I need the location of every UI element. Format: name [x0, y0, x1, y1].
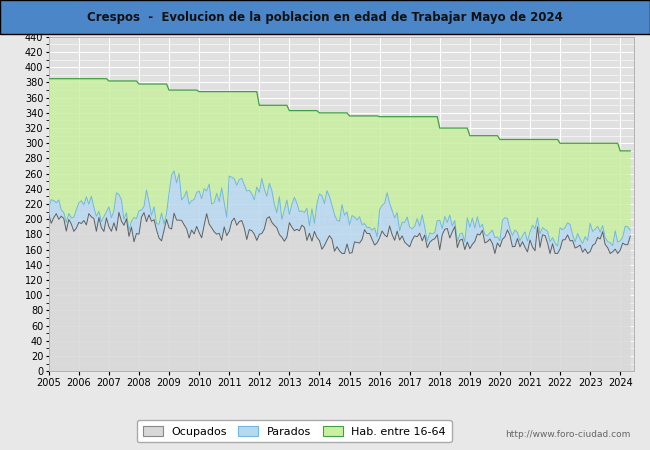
Text: foro-ciudad.com: foro-ciudad.com — [259, 212, 423, 230]
Text: http://www.foro-ciudad.com: http://www.foro-ciudad.com — [505, 430, 630, 439]
Legend: Ocupados, Parados, Hab. entre 16-64: Ocupados, Parados, Hab. entre 16-64 — [137, 420, 452, 442]
Text: Crespos  -  Evolucion de la poblacion en edad de Trabajar Mayo de 2024: Crespos - Evolucion de la poblacion en e… — [87, 11, 563, 23]
